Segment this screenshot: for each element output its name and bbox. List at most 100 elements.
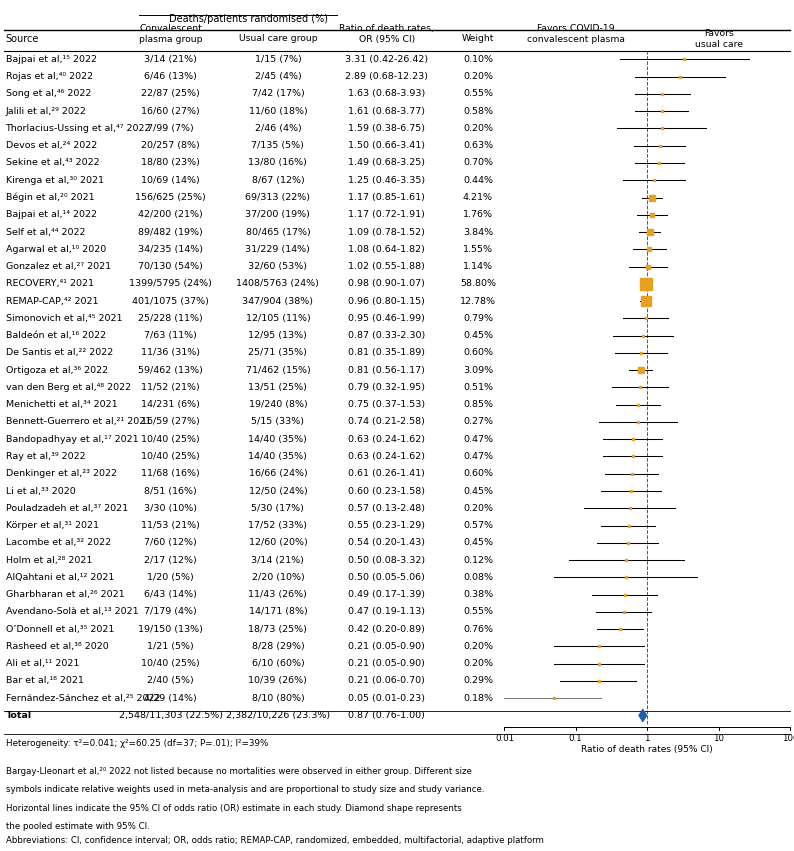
Text: 12.78%: 12.78% <box>460 297 496 306</box>
Text: Bajpai et al,¹⁵ 2022: Bajpai et al,¹⁵ 2022 <box>6 54 97 64</box>
Text: Self et al,⁴⁴ 2022: Self et al,⁴⁴ 2022 <box>6 227 85 237</box>
Text: 2.89 (0.68-12.23): 2.89 (0.68-12.23) <box>345 72 428 81</box>
Text: 1/20 (5%): 1/20 (5%) <box>148 573 194 582</box>
Text: 0.58%: 0.58% <box>463 106 493 116</box>
Text: 1.59 (0.38-6.75): 1.59 (0.38-6.75) <box>349 124 425 133</box>
Text: 8/67 (12%): 8/67 (12%) <box>252 176 304 185</box>
Text: 2/40 (5%): 2/40 (5%) <box>148 677 194 685</box>
Text: Fernández-Sánchez et al,²⁵ 2022: Fernández-Sánchez et al,²⁵ 2022 <box>6 694 160 703</box>
Text: 0.45%: 0.45% <box>463 539 493 547</box>
Text: 1.17 (0.72-1.91): 1.17 (0.72-1.91) <box>349 210 425 220</box>
Text: 13/80 (16%): 13/80 (16%) <box>249 158 307 168</box>
Text: O’Donnell et al,³⁵ 2021: O’Donnell et al,³⁵ 2021 <box>6 625 114 634</box>
Text: 3.09%: 3.09% <box>463 366 493 374</box>
Text: Source: Source <box>6 34 39 43</box>
Text: 1.02 (0.55-1.88): 1.02 (0.55-1.88) <box>349 262 425 271</box>
Text: 2,382/10,226 (23.3%): 2,382/10,226 (23.3%) <box>225 711 330 720</box>
Text: 32/60 (53%): 32/60 (53%) <box>249 262 307 271</box>
Text: Weight: Weight <box>462 34 494 43</box>
Text: 0.54 (0.20-1.43): 0.54 (0.20-1.43) <box>349 539 425 547</box>
Text: 0.29%: 0.29% <box>463 677 493 685</box>
Text: 3.31 (0.42-26.42): 3.31 (0.42-26.42) <box>345 54 428 64</box>
Text: 0.45%: 0.45% <box>463 487 493 495</box>
Text: Deaths/patients randomised (%): Deaths/patients randomised (%) <box>168 14 328 24</box>
Text: 3/14 (21%): 3/14 (21%) <box>145 54 197 64</box>
Text: Ratio of death rates,
OR (95% CI): Ratio of death rates, OR (95% CI) <box>339 25 434 44</box>
Text: 11/43 (26%): 11/43 (26%) <box>249 590 307 599</box>
Text: 17/52 (33%): 17/52 (33%) <box>249 521 307 530</box>
Text: 0.20%: 0.20% <box>463 124 493 133</box>
Text: 0.10%: 0.10% <box>463 54 493 64</box>
Text: 0.18%: 0.18% <box>463 694 493 703</box>
Text: Agarwal et al,¹⁰ 2020: Agarwal et al,¹⁰ 2020 <box>6 245 106 254</box>
Text: 70/130 (54%): 70/130 (54%) <box>138 262 203 271</box>
Text: Bargay-Lleonart et al,²⁰ 2022 not listed because no mortalities were observed in: Bargay-Lleonart et al,²⁰ 2022 not listed… <box>6 768 472 776</box>
Text: 0.55 (0.23-1.29): 0.55 (0.23-1.29) <box>349 521 425 530</box>
Text: 12/105 (11%): 12/105 (11%) <box>245 314 310 323</box>
Text: 0.60%: 0.60% <box>463 469 493 478</box>
Text: Horizontal lines indicate the 95% CI of odds ratio (OR) estimate in each study. : Horizontal lines indicate the 95% CI of … <box>6 803 461 813</box>
Text: 0.21 (0.05-0.90): 0.21 (0.05-0.90) <box>349 660 425 668</box>
Text: Thorlacius-Ussing et al,⁴⁷ 2022: Thorlacius-Ussing et al,⁴⁷ 2022 <box>6 124 151 133</box>
Text: 0.50 (0.08-3.32): 0.50 (0.08-3.32) <box>348 556 426 564</box>
Text: 2/17 (12%): 2/17 (12%) <box>145 556 197 564</box>
Text: Song et al,⁴⁶ 2022: Song et al,⁴⁶ 2022 <box>6 89 91 99</box>
Text: 0.55%: 0.55% <box>463 89 493 99</box>
Text: Avendano-Solà et al,¹³ 2021: Avendano-Solà et al,¹³ 2021 <box>6 608 138 616</box>
Text: 3/14 (21%): 3/14 (21%) <box>252 556 304 564</box>
Text: 0.98 (0.90-1.07): 0.98 (0.90-1.07) <box>349 279 425 288</box>
Text: Favors
usual care: Favors usual care <box>695 29 742 49</box>
Text: 8/28 (29%): 8/28 (29%) <box>252 642 304 651</box>
Text: De Santis et al,²² 2022: De Santis et al,²² 2022 <box>6 348 113 357</box>
Text: 0.79%: 0.79% <box>463 314 493 323</box>
Text: 1.25 (0.46-3.35): 1.25 (0.46-3.35) <box>348 176 426 185</box>
Text: 0.05 (0.01-0.23): 0.05 (0.01-0.23) <box>349 694 425 703</box>
Text: 0.44%: 0.44% <box>463 176 493 185</box>
Text: 0.51%: 0.51% <box>463 383 493 392</box>
Text: the pooled estimate with 95% CI.: the pooled estimate with 95% CI. <box>6 822 149 831</box>
Text: 12/50 (24%): 12/50 (24%) <box>249 487 307 495</box>
Text: 13/51 (25%): 13/51 (25%) <box>249 383 307 392</box>
Text: 10: 10 <box>713 734 724 743</box>
Text: Devos et al,²⁴ 2022: Devos et al,²⁴ 2022 <box>6 141 97 151</box>
Text: 0.75 (0.37-1.53): 0.75 (0.37-1.53) <box>348 400 426 409</box>
Text: 0.01: 0.01 <box>495 734 514 743</box>
Text: Holm et al,²⁸ 2021: Holm et al,²⁸ 2021 <box>6 556 92 564</box>
Text: 8/10 (80%): 8/10 (80%) <box>252 694 304 703</box>
Text: Menichetti et al,³⁴ 2021: Menichetti et al,³⁴ 2021 <box>6 400 118 409</box>
Text: 0.45%: 0.45% <box>463 331 493 340</box>
Text: 5/15 (33%): 5/15 (33%) <box>252 418 304 426</box>
Text: 3/30 (10%): 3/30 (10%) <box>145 504 197 513</box>
Text: 0.21 (0.05-0.90): 0.21 (0.05-0.90) <box>349 642 425 651</box>
Text: 347/904 (38%): 347/904 (38%) <box>242 297 314 306</box>
Text: 1.63 (0.68-3.93): 1.63 (0.68-3.93) <box>348 89 426 99</box>
Text: 1.09 (0.78-1.52): 1.09 (0.78-1.52) <box>349 227 425 237</box>
Text: 4.21%: 4.21% <box>463 193 493 202</box>
Text: 7/60 (12%): 7/60 (12%) <box>145 539 197 547</box>
Text: 34/235 (14%): 34/235 (14%) <box>138 245 203 254</box>
Text: Bandopadhyay et al,¹⁷ 2021: Bandopadhyay et al,¹⁷ 2021 <box>6 435 138 443</box>
Text: 4/29 (14%): 4/29 (14%) <box>145 694 197 703</box>
Text: Lacombe et al,³² 2022: Lacombe et al,³² 2022 <box>6 539 110 547</box>
Text: 1399/5795 (24%): 1399/5795 (24%) <box>129 279 212 288</box>
Text: 1.49 (0.68-3.25): 1.49 (0.68-3.25) <box>349 158 425 168</box>
Text: 89/482 (19%): 89/482 (19%) <box>138 227 203 237</box>
Text: 156/625 (25%): 156/625 (25%) <box>135 193 206 202</box>
Text: Bajpai et al,¹⁴ 2022: Bajpai et al,¹⁴ 2022 <box>6 210 97 220</box>
Text: 0.81 (0.56-1.17): 0.81 (0.56-1.17) <box>349 366 425 374</box>
Text: 401/1075 (37%): 401/1075 (37%) <box>133 297 209 306</box>
Text: 6/10 (60%): 6/10 (60%) <box>252 660 304 668</box>
Text: Bar et al,¹⁸ 2021: Bar et al,¹⁸ 2021 <box>6 677 83 685</box>
Text: 80/465 (17%): 80/465 (17%) <box>245 227 310 237</box>
Text: Heterogeneity: τ²=0.041; χ²=60.25 (df=37; P=.01); I²=39%: Heterogeneity: τ²=0.041; χ²=60.25 (df=37… <box>6 739 268 747</box>
Text: 14/171 (8%): 14/171 (8%) <box>249 608 307 616</box>
Text: 42/200 (21%): 42/200 (21%) <box>138 210 203 220</box>
Text: 10/40 (25%): 10/40 (25%) <box>141 435 200 443</box>
Text: 25/71 (35%): 25/71 (35%) <box>249 348 307 357</box>
Text: 14/40 (35%): 14/40 (35%) <box>249 435 307 443</box>
Text: 12/95 (13%): 12/95 (13%) <box>249 331 307 340</box>
Text: Rasheed et al,³⁸ 2020: Rasheed et al,³⁸ 2020 <box>6 642 108 651</box>
Text: 25/228 (11%): 25/228 (11%) <box>138 314 203 323</box>
Text: 0.87 (0.33-2.30): 0.87 (0.33-2.30) <box>348 331 426 340</box>
Text: 0.74 (0.21-2.58): 0.74 (0.21-2.58) <box>349 418 425 426</box>
